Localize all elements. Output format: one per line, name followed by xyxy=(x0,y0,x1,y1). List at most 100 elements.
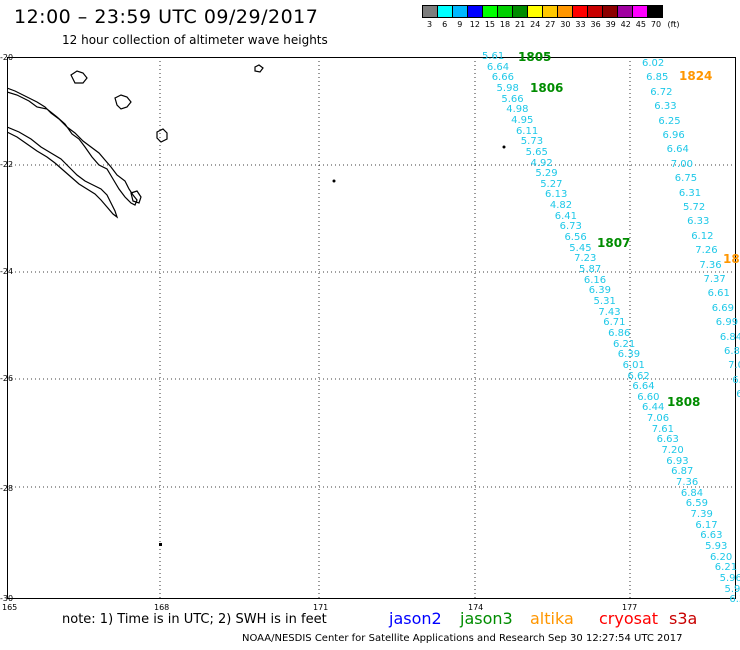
legend-swatch xyxy=(512,5,528,18)
legend-label: 3 xyxy=(427,20,433,29)
wave-height-value: 5.66 xyxy=(501,93,524,105)
pass-time-label: 1805 xyxy=(518,50,552,64)
wave-height-value: 7.26 xyxy=(695,245,718,257)
legend-swatch xyxy=(587,5,603,18)
legend-swatch xyxy=(557,5,573,18)
wave-height-value: 5.61 xyxy=(482,51,505,62)
wave-height-value: 6.75 xyxy=(674,173,698,185)
legend-swatch xyxy=(497,5,513,18)
wave-height-value: 5.87 xyxy=(579,264,602,275)
legend-swatch xyxy=(617,5,633,18)
wave-height-value: 5.72 xyxy=(683,202,706,213)
wave-height-value: 6.66 xyxy=(491,72,514,84)
wave-height-value: 4.92 xyxy=(530,157,553,169)
wave-height-value: 4.98 xyxy=(506,104,529,116)
satellite-legend-jason2: jason2 xyxy=(389,609,442,628)
wave-height-value: 6.84 xyxy=(719,331,740,343)
lon-label: 174 xyxy=(468,603,484,612)
pass-time-label: 1806 xyxy=(530,81,564,95)
wave-height-value: 5.93 xyxy=(705,540,728,552)
wave-height-value: 6.41 xyxy=(554,210,578,222)
legend-label: 36 xyxy=(590,20,601,29)
wave-height-value: 6.87 xyxy=(671,466,694,478)
wave-height-value: 7.39 xyxy=(690,508,713,520)
wave-height-value: 6.85 xyxy=(646,72,669,84)
wave-height-value: 7.36 xyxy=(676,477,699,488)
legend-swatch xyxy=(437,5,453,18)
legend-label: 12 xyxy=(469,20,480,29)
wave-height-value: 6.99 xyxy=(715,317,739,329)
legend-label: 6 xyxy=(442,20,448,29)
wave-height-value: 4.95 xyxy=(511,114,534,126)
legend-label: 30 xyxy=(560,20,571,29)
legend-swatch xyxy=(452,5,468,18)
legend-label: 39 xyxy=(605,20,616,29)
wave-height-value: 6.21 xyxy=(714,562,738,574)
pass-time-label: 1824 xyxy=(679,69,713,83)
wave-height-value: 7.20 xyxy=(661,445,684,457)
wave-height-value: 6.60 xyxy=(637,391,660,403)
wave-height-value: 6.16 xyxy=(583,274,607,286)
wave-height-value: 6.64 xyxy=(666,144,689,156)
wave-height-value: 7.06 xyxy=(646,413,670,425)
legend-label: 70 xyxy=(650,20,662,29)
legend-swatch xyxy=(647,5,663,18)
legend-swatch xyxy=(572,5,588,18)
lon-label: 168 xyxy=(154,603,170,612)
wave-height-value: 5.27 xyxy=(540,178,563,190)
wave-height-value: 7.37 xyxy=(703,274,726,285)
island-dot xyxy=(159,543,162,546)
wave-height-value: 5.73 xyxy=(520,136,544,148)
wave-height-value: 6.96 xyxy=(662,130,685,141)
legend-swatch xyxy=(602,5,618,18)
wave-height-value: 5.98 xyxy=(496,82,519,94)
wave-height-value: 7.61 xyxy=(651,423,675,435)
legend-label: 15 xyxy=(484,20,496,29)
wave-height-value: 6.93 xyxy=(666,455,689,467)
legend-label: 27 xyxy=(545,20,556,29)
wave-height-value: 6.12 xyxy=(691,230,714,242)
legend-swatch xyxy=(422,5,438,18)
lat-label: -30 xyxy=(0,594,14,603)
legend-label: 45 xyxy=(635,20,646,29)
island-dot xyxy=(332,179,336,183)
legend-swatch xyxy=(482,5,498,18)
wave-height-value: 7.36 xyxy=(699,259,722,271)
wave-height-value: 6.61 xyxy=(707,288,730,300)
wave-height-value: 6.73 xyxy=(559,221,582,233)
map-border xyxy=(7,57,736,599)
wave-height-value: 5.29 xyxy=(535,168,558,180)
wave-height-value: 5.31 xyxy=(593,295,616,307)
grid-lines xyxy=(7,57,736,599)
legend-label: 21 xyxy=(515,20,526,29)
legend-swatch xyxy=(467,5,483,18)
wave-height-value: 4.82 xyxy=(549,200,573,212)
wave-height-value: 5.93 xyxy=(724,583,740,595)
wave-height-value: 5.65 xyxy=(525,146,548,158)
wave-height-value: 7.00 xyxy=(670,158,693,170)
legend-swatch xyxy=(632,5,648,18)
wave-height-value: 6.39 xyxy=(617,349,641,361)
pass-time-label: 1808 xyxy=(667,395,701,409)
wave-height-value: 6.71 xyxy=(603,317,626,329)
legend-swatch xyxy=(527,5,543,18)
lat-label: -20 xyxy=(0,53,14,62)
wave-height-value: 6.63 xyxy=(700,530,723,542)
island-dot xyxy=(502,145,506,149)
wave-height-value: 6.63 xyxy=(656,434,679,446)
wave-height-value: 6.11 xyxy=(515,125,539,137)
wave-height-value: 6.86 xyxy=(608,327,631,339)
wave-height-value: 6.89 xyxy=(724,346,740,357)
lat-label: -22 xyxy=(0,160,14,169)
wave-height-value: 6.59 xyxy=(685,498,708,510)
wave-height-value: 6.33 xyxy=(687,216,710,228)
wave-height-value: 7.04 xyxy=(728,360,740,372)
wave-height-value: 6.56 xyxy=(564,232,587,244)
lon-label: 165 xyxy=(2,603,18,612)
lon-label: 171 xyxy=(313,603,329,612)
wave-height-value: 6.21 xyxy=(612,338,636,350)
wave-height-value: 6.64 xyxy=(486,61,510,73)
legend-swatch xyxy=(542,5,558,18)
wave-height-value: 5.96 xyxy=(719,572,740,584)
wave-height-value: 6.33 xyxy=(654,101,677,113)
